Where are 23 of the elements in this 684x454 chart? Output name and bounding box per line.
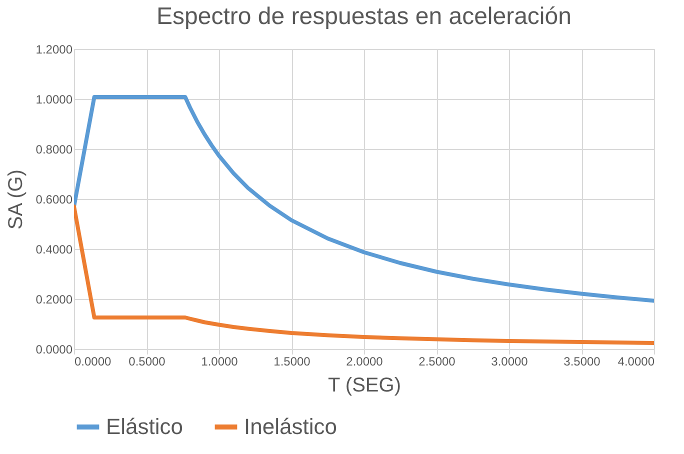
chart-title: Espectro de respuestas en aceleración bbox=[156, 3, 572, 30]
line-series bbox=[74, 95, 654, 303]
x-tick-label: 2.0000 bbox=[346, 354, 384, 368]
y-axis-title: SA (G) bbox=[4, 169, 27, 230]
x-tick-label: 0.0000 bbox=[74, 354, 112, 368]
legend-label: Inelástico bbox=[244, 414, 337, 439]
x-tick-label: 2.5000 bbox=[418, 354, 456, 368]
x-tick-label: 4.0000 bbox=[618, 354, 655, 368]
y-tick-label: 1.2000 bbox=[36, 42, 73, 56]
x-tick-label: 3.5000 bbox=[564, 354, 601, 368]
x-tick-label: 1.0000 bbox=[201, 354, 238, 368]
line-series bbox=[74, 204, 654, 345]
legend-label: Elástico bbox=[106, 414, 184, 439]
y-tick-label: 0.2000 bbox=[36, 292, 73, 306]
x-tick-label: 0.5000 bbox=[128, 354, 166, 368]
y-tick-label: 1.0000 bbox=[36, 92, 73, 106]
x-tick-label: 1.5000 bbox=[274, 354, 311, 368]
x-axis-title: T (SEG) bbox=[328, 374, 401, 396]
y-tick-label: 0.8000 bbox=[36, 142, 73, 156]
y-tick-label: 0.0000 bbox=[36, 342, 73, 356]
y-tick-label: 0.6000 bbox=[36, 192, 73, 206]
x-tick-label: 3.0000 bbox=[491, 354, 528, 368]
y-tick-label: 0.4000 bbox=[36, 242, 73, 256]
